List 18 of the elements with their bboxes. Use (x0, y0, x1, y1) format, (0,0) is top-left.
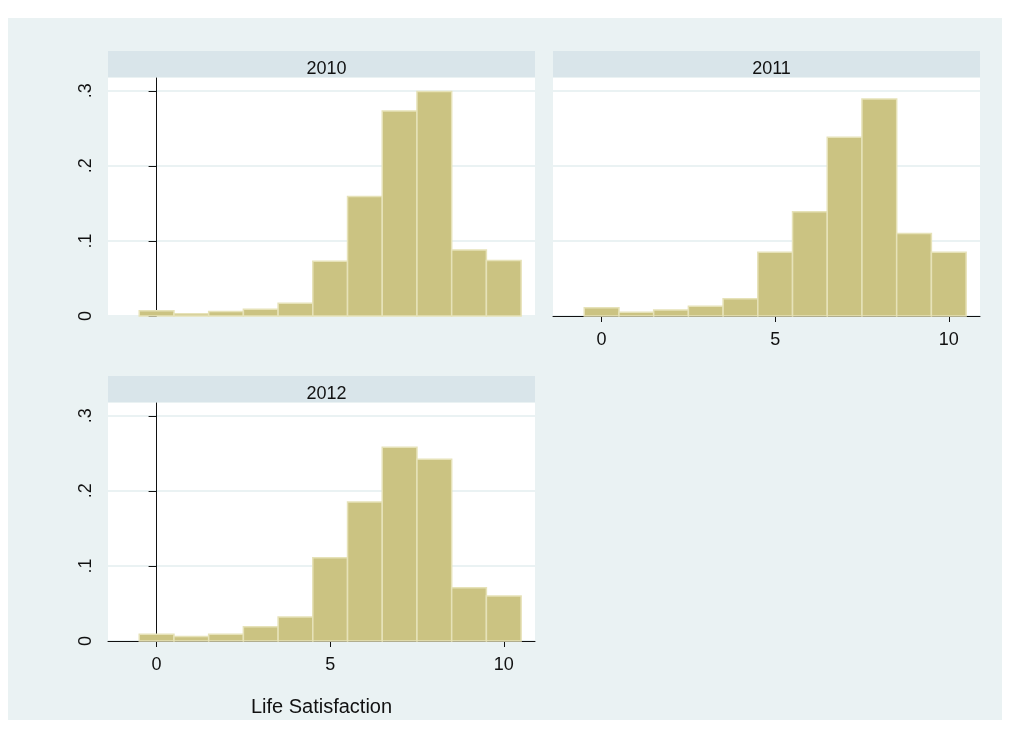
y-tick-label: .3 (75, 83, 95, 99)
y-tick-label: 0 (75, 310, 95, 322)
x-tick-label: 0 (151, 654, 162, 674)
y-tick-label: 0 (75, 635, 95, 647)
y-tick-label: .2 (75, 158, 95, 174)
y-tick-label: .3 (75, 408, 95, 424)
x-axis-title: Life Satisfaction (250, 695, 393, 717)
x-tick-label: 10 (938, 329, 959, 349)
y-tick-label: .1 (75, 233, 95, 249)
x-tick-label: 0 (596, 329, 607, 349)
y-tick-label: .2 (75, 483, 95, 499)
y-tick-label: .1 (75, 558, 95, 574)
x-tick-label: 5 (325, 654, 336, 674)
chart-title: 2010 (306, 58, 347, 78)
x-tick-label: 5 (770, 329, 781, 349)
chart-title: 2012 (306, 383, 347, 403)
x-tick-label: 10 (493, 654, 514, 674)
chart-title: 2011 (752, 58, 791, 78)
